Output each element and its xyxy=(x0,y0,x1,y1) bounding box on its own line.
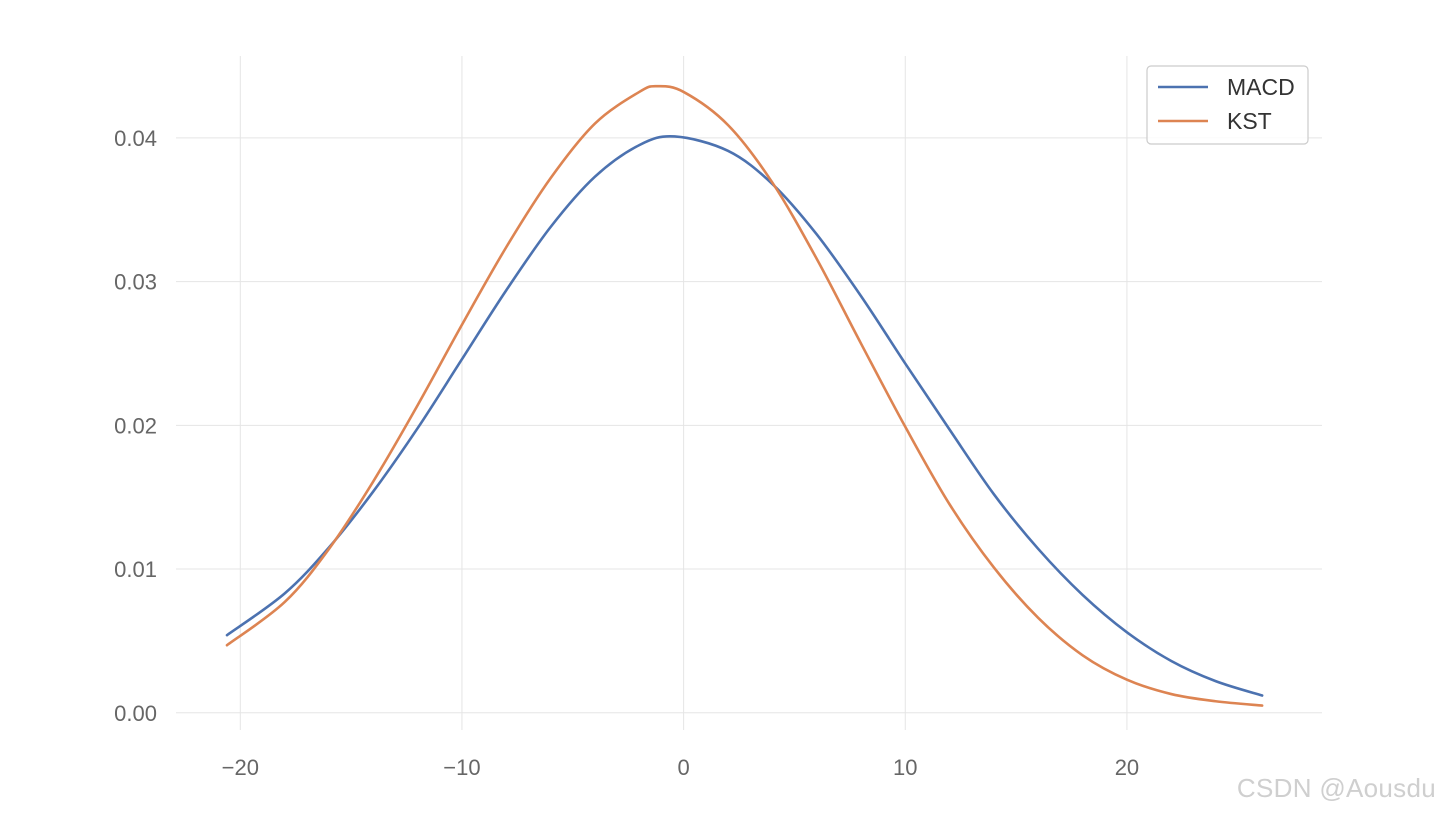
y-tick-label: 0.01 xyxy=(114,557,157,582)
series-line-kst xyxy=(225,84,1264,707)
x-tick-label: 20 xyxy=(1115,755,1139,780)
series-lines xyxy=(225,84,1264,707)
y-tick-label: 0.03 xyxy=(114,270,157,295)
legend-label-kst: KST xyxy=(1227,108,1272,134)
series-line-macd xyxy=(225,135,1264,697)
tick-labels: −20 −10 0 10 20 0.00 0.01 0.02 0.03 0.04 xyxy=(114,126,1139,780)
x-tick-label: 10 xyxy=(893,755,917,780)
legend-box xyxy=(1146,65,1309,145)
legend: MACD KST xyxy=(1146,65,1309,145)
y-tick-label: 0.04 xyxy=(114,126,157,151)
x-tick-label: 0 xyxy=(677,755,689,780)
watermark-text: CSDN @Aousdu xyxy=(1236,773,1436,803)
y-tick-label: 0.02 xyxy=(114,413,157,438)
legend-label-macd: MACD xyxy=(1227,74,1295,100)
x-tick-label: −10 xyxy=(443,755,480,780)
x-tick-label: −20 xyxy=(222,755,259,780)
y-tick-label: 0.00 xyxy=(114,701,157,726)
grid xyxy=(176,56,1322,730)
